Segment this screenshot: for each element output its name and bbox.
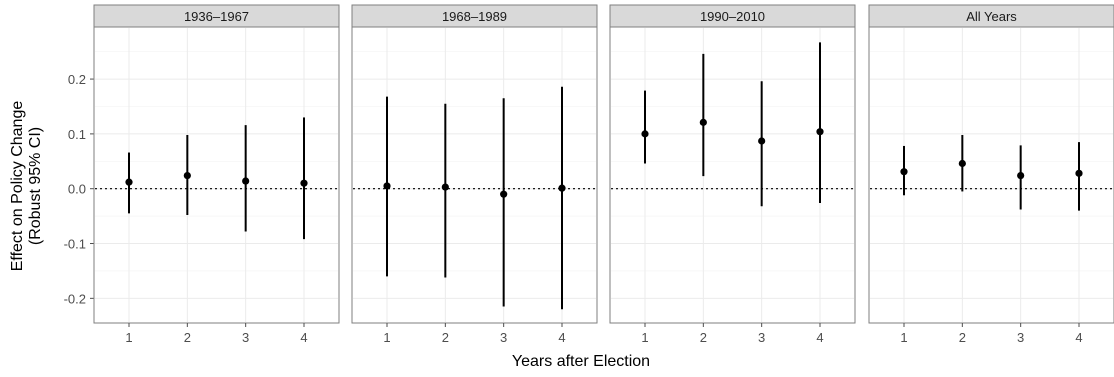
x-tick-label: 4 [816, 330, 823, 345]
x-tick-label: 1 [383, 330, 390, 345]
estimate-point [125, 178, 133, 186]
x-tick-label: 1 [125, 330, 132, 345]
estimate-point [441, 183, 449, 191]
facet-panel [609, 26, 856, 324]
estimate-point [500, 190, 508, 198]
x-tick-label: 2 [959, 330, 966, 345]
x-tick-label: 4 [300, 330, 307, 345]
estimate-point [699, 118, 707, 126]
estimate-point [758, 137, 766, 145]
x-tick-label: 1 [900, 330, 907, 345]
y-tick-label: -0.2 [64, 291, 86, 306]
facet-panel [868, 26, 1114, 324]
y-axis-label-sub: (Robust 95% CI) [27, 127, 44, 245]
x-tick-label: 3 [500, 330, 507, 345]
y-tick-label: 0.0 [68, 182, 86, 197]
facet-title: 1968–1989 [442, 9, 507, 24]
x-tick-label: 2 [700, 330, 707, 345]
x-tick-label: 3 [242, 330, 249, 345]
estimate-point [300, 179, 308, 187]
x-tick-label: 2 [442, 330, 449, 345]
x-tick-label: 2 [184, 330, 191, 345]
y-tick-label: 0.2 [68, 72, 86, 87]
x-tick-label: 4 [558, 330, 565, 345]
estimate-point [1017, 171, 1025, 180]
facet-title: 1990–2010 [700, 9, 765, 24]
estimate-point [958, 159, 966, 168]
estimate-point [183, 171, 191, 180]
estimate-point [900, 168, 908, 176]
estimate-point [1075, 169, 1083, 177]
x-tick-label: 3 [758, 330, 765, 345]
estimate-point [816, 128, 824, 136]
estimate-point [641, 130, 649, 138]
estimate-point [558, 184, 566, 192]
x-axis-label: Years after Election [512, 353, 650, 370]
y-axis-label: Effect on Policy Change [9, 101, 26, 272]
facet-title: All Years [966, 9, 1017, 24]
x-tick-label: 4 [1075, 330, 1082, 345]
estimate-point [242, 177, 250, 185]
y-tick-label: -0.1 [64, 237, 86, 252]
y-tick-label: 0.1 [68, 127, 86, 142]
x-tick-label: 3 [1017, 330, 1024, 345]
facet-title: 1936–1967 [184, 9, 249, 24]
facet-panel [351, 26, 598, 324]
estimate-point [383, 182, 391, 190]
x-tick-label: 1 [641, 330, 648, 345]
facet-panel [93, 26, 340, 324]
